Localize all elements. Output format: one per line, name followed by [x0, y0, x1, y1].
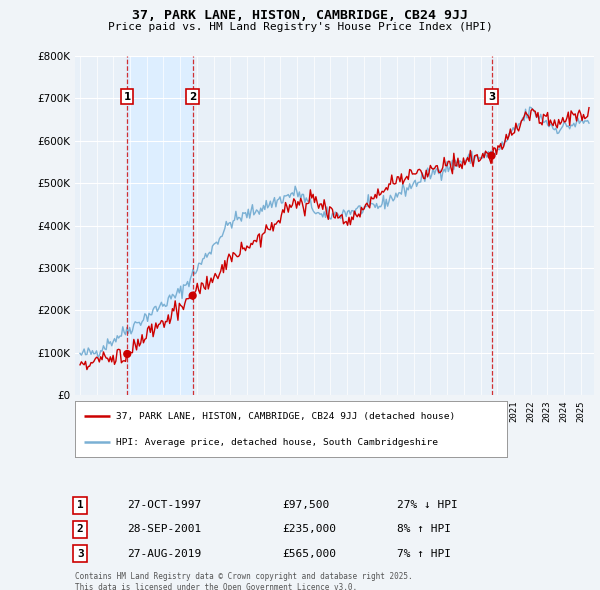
Point [188, 291, 197, 300]
Text: 37, PARK LANE, HISTON, CAMBRIDGE, CB24 9JJ (detached house): 37, PARK LANE, HISTON, CAMBRIDGE, CB24 9… [116, 412, 455, 421]
Text: 8% ↑ HPI: 8% ↑ HPI [397, 525, 451, 535]
Text: 1: 1 [77, 500, 83, 510]
Text: 3: 3 [77, 549, 83, 559]
Text: £565,000: £565,000 [283, 549, 337, 559]
Text: 1: 1 [124, 92, 131, 101]
Point [122, 349, 132, 359]
Text: 27% ↓ HPI: 27% ↓ HPI [397, 500, 458, 510]
Text: 27-OCT-1997: 27-OCT-1997 [127, 500, 201, 510]
Text: 2: 2 [189, 92, 196, 101]
Text: £97,500: £97,500 [283, 500, 330, 510]
Bar [127, 56, 193, 395]
Text: £235,000: £235,000 [283, 525, 337, 535]
Text: 7% ↑ HPI: 7% ↑ HPI [397, 549, 451, 559]
Text: 37, PARK LANE, HISTON, CAMBRIDGE, CB24 9JJ: 37, PARK LANE, HISTON, CAMBRIDGE, CB24 9… [132, 9, 468, 22]
Text: 3: 3 [488, 92, 495, 101]
Text: Price paid vs. HM Land Registry's House Price Index (HPI): Price paid vs. HM Land Registry's House … [107, 22, 493, 32]
Text: 28-SEP-2001: 28-SEP-2001 [127, 525, 201, 535]
Text: HPI: Average price, detached house, South Cambridgeshire: HPI: Average price, detached house, Sout… [116, 438, 438, 447]
Point [487, 151, 496, 160]
Text: 27-AUG-2019: 27-AUG-2019 [127, 549, 201, 559]
Text: 2: 2 [77, 525, 83, 535]
Text: Contains HM Land Registry data © Crown copyright and database right 2025.
This d: Contains HM Land Registry data © Crown c… [75, 572, 413, 590]
